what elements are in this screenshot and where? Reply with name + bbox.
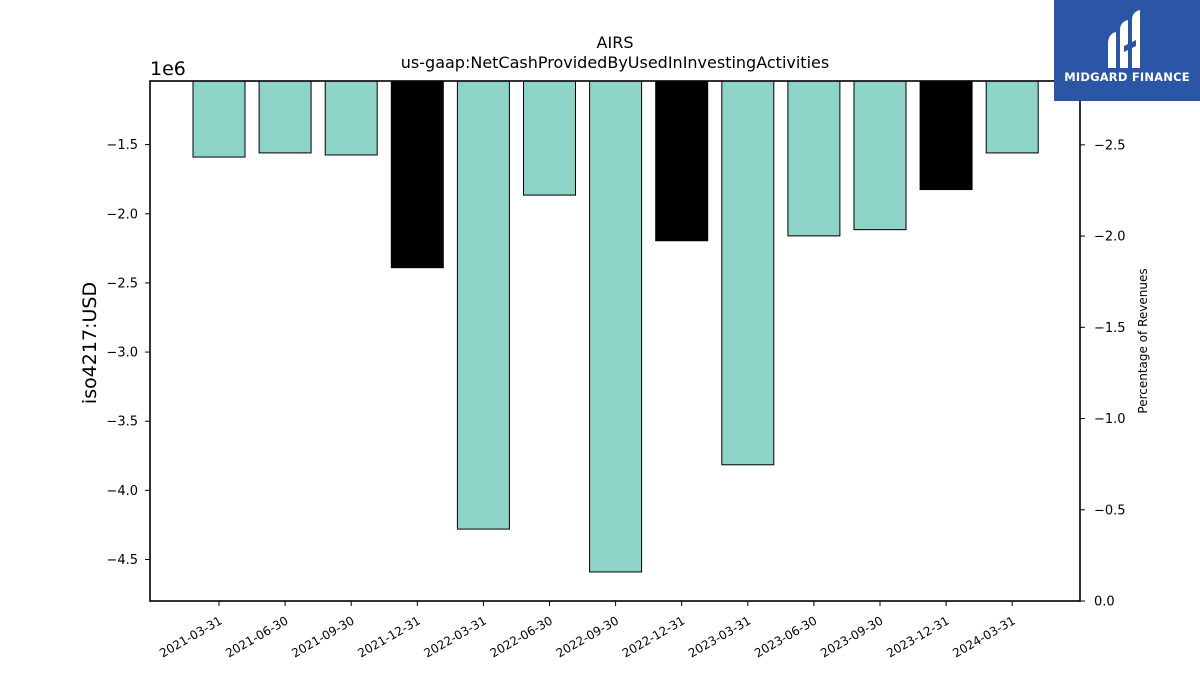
logo-text: MIDGARD FINANCE — [1064, 70, 1190, 84]
y-tick-label: −4.0 — [106, 484, 138, 499]
bar-2023-09-30 — [853, 80, 907, 231]
bar-2022-06-30 — [523, 80, 576, 196]
midgard-finance-logo: MIDGARD FINANCE — [1054, 0, 1200, 101]
y-tick-label: −3.5 — [106, 415, 138, 430]
chart-subtitle: us-gaap:NetCashProvidedByUsedInInvesting… — [401, 53, 829, 72]
bar-2021-06-30 — [258, 80, 312, 154]
x-tick-label: 2023-03-31 — [686, 613, 753, 660]
x-tick-label: 2021-06-30 — [223, 613, 290, 660]
y-tick-label: −4.5 — [106, 553, 138, 568]
bar-2021-12-31 — [390, 80, 444, 269]
x-tick-label: 2021-03-31 — [157, 613, 224, 660]
chart-title: AIRS — [597, 33, 634, 52]
bar-2022-12-31 — [655, 80, 709, 242]
bar-2023-12-31 — [919, 80, 973, 191]
bar-2024-03-31 — [985, 80, 1039, 154]
x-tick-label: 2022-06-30 — [488, 613, 555, 660]
x-tick-label: 2023-12-31 — [884, 613, 951, 660]
y-tick-label: −3.0 — [106, 346, 138, 361]
bar-2023-06-30 — [787, 80, 841, 237]
x-tick-label: 2022-09-30 — [554, 613, 621, 660]
y-tick-label: −2.5 — [106, 276, 138, 291]
y2-tick-label: −1.5 — [1094, 321, 1126, 336]
x-tick-label: 2022-12-31 — [620, 613, 687, 660]
x-tick-label: 2021-12-31 — [355, 613, 422, 660]
y2-tick-label: −0.5 — [1094, 503, 1126, 518]
bar-2022-03-31 — [456, 80, 510, 530]
y-axis-label: iso4217:USD — [79, 282, 101, 404]
plot-frame — [149, 80, 1081, 602]
bar-2023-03-31 — [721, 80, 775, 466]
y-offset-label: 1e6 — [150, 58, 186, 80]
y2-axis-label: Percentage of Revenues — [1136, 268, 1150, 413]
x-tick-label: 2022-03-31 — [421, 613, 488, 660]
y2-tick-label: −1.0 — [1094, 412, 1126, 427]
bar-2021-09-30 — [324, 80, 378, 156]
y-tick-label: −2.0 — [106, 207, 138, 222]
y2-tick-label: −2.5 — [1094, 138, 1126, 153]
x-tick-label: 2024-03-31 — [950, 613, 1017, 660]
y2-tick-label: −2.0 — [1094, 230, 1126, 245]
x-tick-label: 2023-06-30 — [752, 613, 819, 660]
bar-2021-03-31 — [192, 80, 246, 158]
bar-2022-09-30 — [589, 80, 643, 573]
logo-mark-icon — [1108, 10, 1140, 68]
x-tick-label: 2021-09-30 — [289, 613, 356, 660]
x-tick-label: 2023-09-30 — [818, 613, 885, 660]
y2-tick-label: 0.0 — [1094, 595, 1115, 610]
y-tick-label: −1.5 — [106, 138, 138, 153]
